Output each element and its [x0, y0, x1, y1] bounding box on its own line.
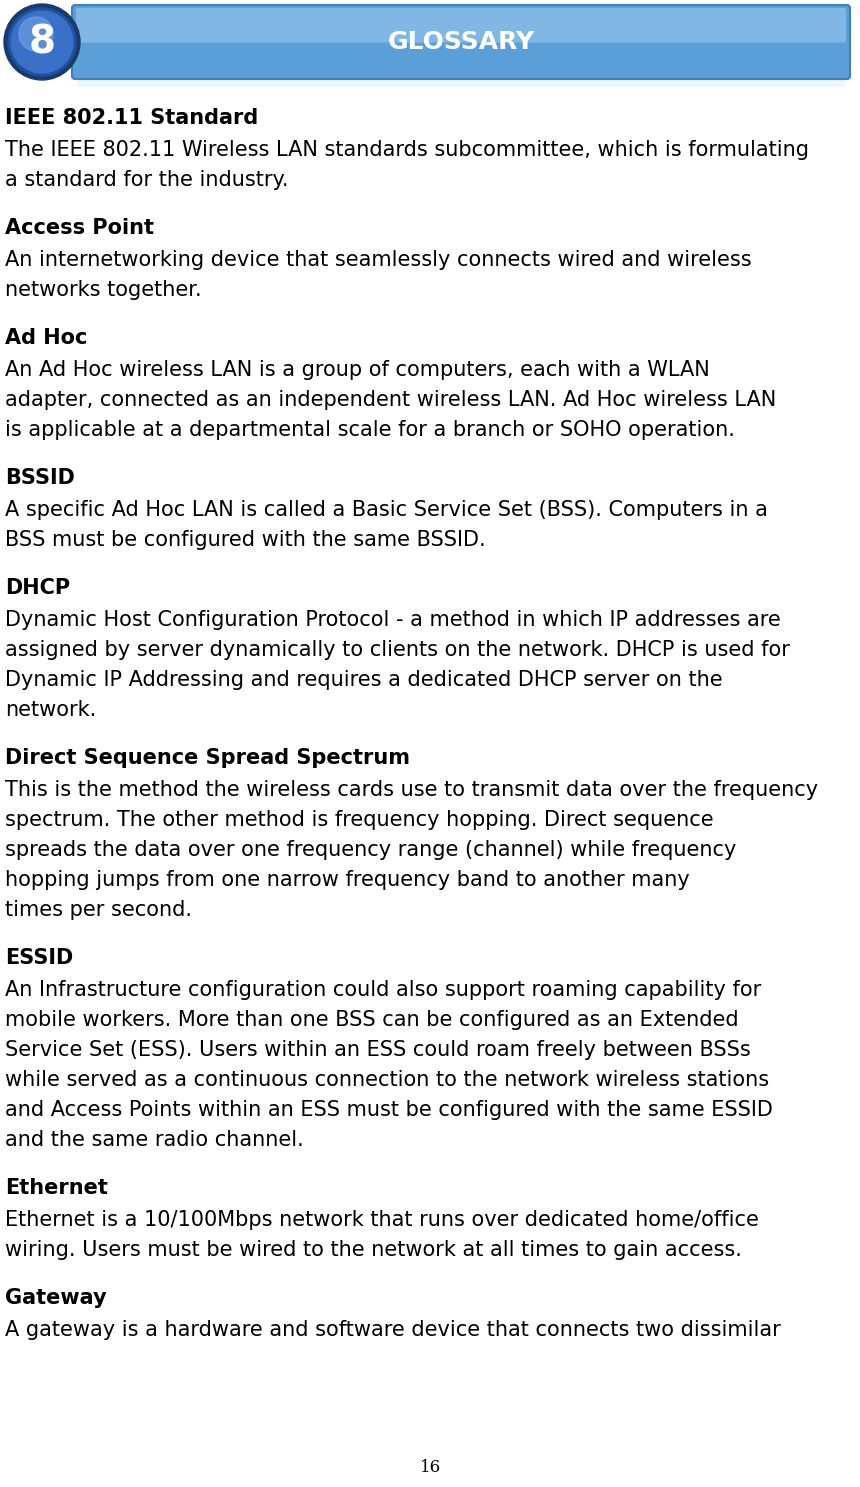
Text: hopping jumps from one narrow frequency band to another many: hopping jumps from one narrow frequency …	[5, 870, 690, 891]
Text: BSS must be configured with the same BSSID.: BSS must be configured with the same BSS…	[5, 529, 486, 550]
Text: networks together.: networks together.	[5, 280, 201, 300]
Text: DHCP: DHCP	[5, 578, 71, 598]
Text: Ethernet: Ethernet	[5, 1178, 107, 1199]
Text: Access Point: Access Point	[5, 219, 154, 238]
Text: times per second.: times per second.	[5, 900, 192, 920]
Text: is applicable at a departmental scale for a branch or SOHO operation.: is applicable at a departmental scale fo…	[5, 419, 735, 440]
Text: Dynamic IP Addressing and requires a dedicated DHCP server on the: Dynamic IP Addressing and requires a ded…	[5, 671, 722, 690]
Text: mobile workers. More than one BSS can be configured as an Extended: mobile workers. More than one BSS can be…	[5, 1010, 739, 1030]
Text: Service Set (ESS). Users within an ESS could roam freely between BSSs: Service Set (ESS). Users within an ESS c…	[5, 1039, 751, 1060]
Circle shape	[4, 4, 80, 80]
Text: This is the method the wireless cards use to transmit data over the frequency: This is the method the wireless cards us…	[5, 781, 818, 800]
Text: 16: 16	[420, 1460, 440, 1477]
Text: 8: 8	[28, 22, 56, 61]
Circle shape	[19, 16, 53, 51]
Text: network.: network.	[5, 700, 96, 720]
Text: IEEE 802.11 Standard: IEEE 802.11 Standard	[5, 109, 258, 128]
FancyBboxPatch shape	[72, 4, 850, 79]
Text: adapter, connected as an independent wireless LAN. Ad Hoc wireless LAN: adapter, connected as an independent wir…	[5, 390, 777, 410]
Text: An internetworking device that seamlessly connects wired and wireless: An internetworking device that seamlessl…	[5, 250, 752, 271]
Text: Ad Hoc: Ad Hoc	[5, 329, 88, 348]
Text: and the same radio channel.: and the same radio channel.	[5, 1130, 304, 1149]
Text: a standard for the industry.: a standard for the industry.	[5, 170, 288, 190]
Text: Ethernet is a 10/100Mbps network that runs over dedicated home/office: Ethernet is a 10/100Mbps network that ru…	[5, 1210, 759, 1230]
Text: GLOSSARY: GLOSSARY	[387, 30, 535, 54]
Text: A gateway is a hardware and software device that connects two dissimilar: A gateway is a hardware and software dev…	[5, 1320, 781, 1340]
Text: Direct Sequence Spread Spectrum: Direct Sequence Spread Spectrum	[5, 748, 410, 767]
Text: An Ad Hoc wireless LAN is a group of computers, each with a WLAN: An Ad Hoc wireless LAN is a group of com…	[5, 360, 709, 381]
Text: BSSID: BSSID	[5, 468, 75, 488]
Text: spreads the data over one frequency range (channel) while frequency: spreads the data over one frequency rang…	[5, 840, 736, 859]
Text: wiring. Users must be wired to the network at all times to gain access.: wiring. Users must be wired to the netwo…	[5, 1240, 742, 1259]
Text: Gateway: Gateway	[5, 1288, 107, 1309]
FancyBboxPatch shape	[77, 77, 845, 88]
Text: ESSID: ESSID	[5, 949, 73, 968]
Circle shape	[11, 10, 73, 73]
Text: The IEEE 802.11 Wireless LAN standards subcommittee, which is formulating: The IEEE 802.11 Wireless LAN standards s…	[5, 140, 809, 161]
Text: Dynamic Host Configuration Protocol - a method in which IP addresses are: Dynamic Host Configuration Protocol - a …	[5, 610, 781, 630]
Text: An Infrastructure configuration could also support roaming capability for: An Infrastructure configuration could al…	[5, 980, 761, 999]
FancyBboxPatch shape	[76, 7, 846, 43]
Text: and Access Points within an ESS must be configured with the same ESSID: and Access Points within an ESS must be …	[5, 1100, 773, 1120]
Circle shape	[8, 7, 76, 76]
Text: while served as a continuous connection to the network wireless stations: while served as a continuous connection …	[5, 1071, 769, 1090]
Text: A specific Ad Hoc LAN is called a Basic Service Set (BSS). Computers in a: A specific Ad Hoc LAN is called a Basic …	[5, 500, 768, 520]
Text: assigned by server dynamically to clients on the network. DHCP is used for: assigned by server dynamically to client…	[5, 639, 789, 660]
Text: spectrum. The other method is frequency hopping. Direct sequence: spectrum. The other method is frequency …	[5, 810, 714, 830]
